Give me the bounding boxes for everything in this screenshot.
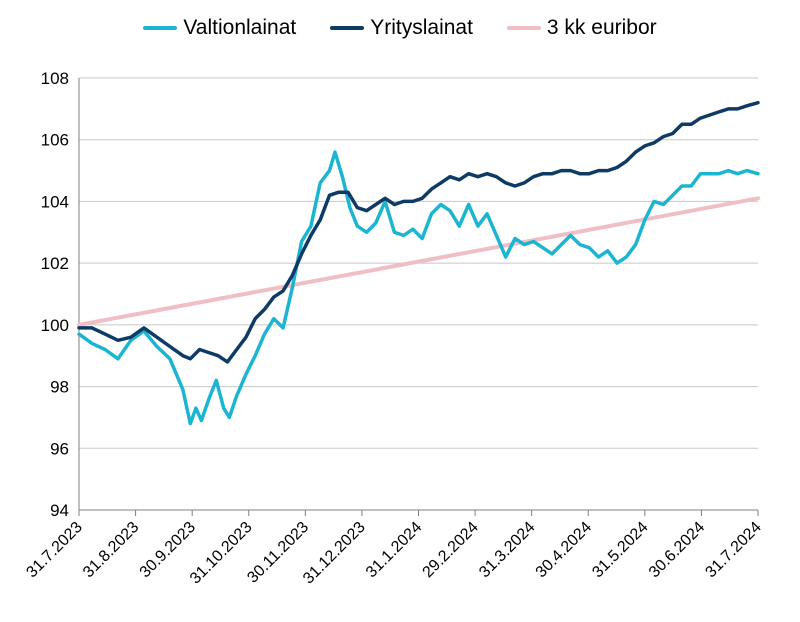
x-tick-label: 31.7.2023 — [23, 519, 85, 581]
legend-swatch-yrityslainat — [330, 26, 365, 30]
x-tick-label: 30.6.2024 — [646, 519, 708, 581]
legend-item-yrityslainat: Yrityslainat — [330, 16, 473, 40]
x-tick-label: 31.8.2023 — [80, 519, 142, 581]
y-tick-label: 102 — [41, 254, 69, 273]
legend-swatch-valtionlainat — [143, 26, 178, 30]
legend-swatch-euribor — [506, 26, 541, 30]
y-tick-label: 94 — [50, 501, 69, 520]
gridlines — [79, 77, 758, 449]
series-line-yrityslainat — [77, 100, 760, 364]
y-axis-ticks: 94 96 98 100 102 104 106 108 — [41, 69, 69, 520]
legend: Valtionlainat Yrityslainat 3 kk euribor — [0, 16, 800, 40]
x-axis-ticks: 31.7.202331.8.202330.9.202331.10.202330.… — [23, 510, 765, 588]
series-line-3-kk-euribor — [77, 196, 760, 327]
y-tick-label: 96 — [50, 439, 69, 458]
x-tick-label: 31.3.2024 — [476, 519, 538, 581]
legend-label-yrityslainat: Yrityslainat — [370, 16, 473, 39]
legend-item-euribor: 3 kk euribor — [506, 16, 657, 40]
y-tick-label: 104 — [41, 192, 69, 211]
legend-label-euribor: 3 kk euribor — [546, 16, 657, 39]
y-tick-label: 98 — [50, 378, 69, 397]
x-tick-label: 31.10.2023 — [187, 519, 256, 588]
x-tick-label: 31.5.2024 — [589, 519, 651, 581]
legend-item-valtionlainat: Valtionlainat — [143, 16, 296, 40]
x-tick-label: 30.4.2024 — [533, 519, 595, 581]
y-tick-label: 108 — [41, 69, 69, 88]
x-tick-label: 29.2.2024 — [420, 519, 482, 581]
series-line-valtionlainat — [77, 150, 760, 426]
y-tick-label: 100 — [41, 316, 69, 335]
x-tick-label: 31.1.2024 — [363, 519, 425, 581]
legend-label-valtionlainat: Valtionlainat — [183, 16, 297, 39]
series-lines — [77, 100, 760, 426]
x-tick-label: 31.7.2024 — [702, 519, 764, 581]
x-tick-label: 31.12.2023 — [300, 519, 369, 588]
y-tick-label: 106 — [41, 131, 69, 150]
